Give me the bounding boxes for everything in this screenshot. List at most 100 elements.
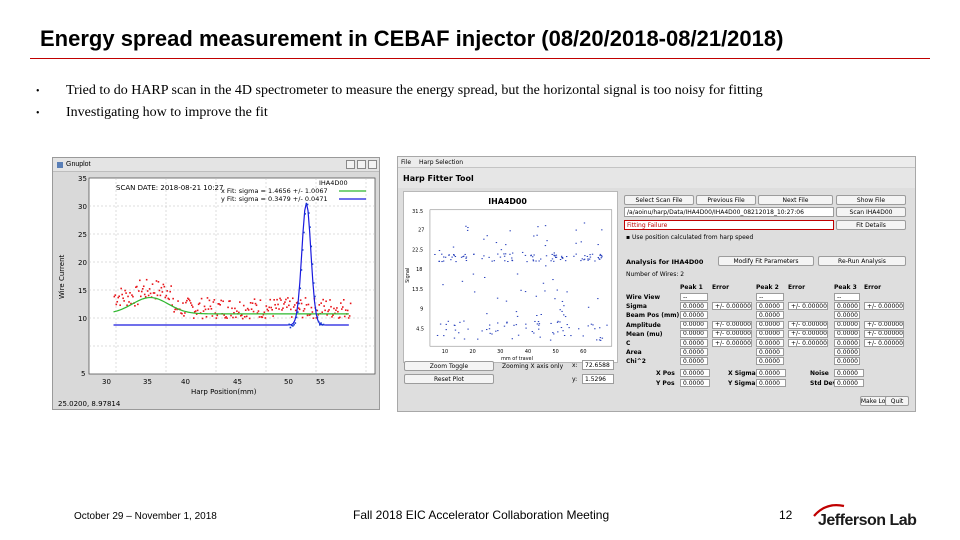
modify-fit-parameters-button[interactable]: Modify Fit Parameters [718,256,814,266]
x-scan-point [287,297,289,299]
x-scan-point [180,312,182,314]
x-scan-point [301,316,304,319]
y-tick-label: 10 [78,315,87,323]
harp-signal-point [599,339,602,341]
harp-signal-point [598,339,601,341]
x-scan-point [312,317,315,319]
harp-signal-point [453,337,456,339]
x-scan-point [129,292,131,294]
harp-signal-point [537,321,540,323]
file-path-field[interactable]: /a/aoinu/harp/Data/IHA4D00/IHA4D00_08212… [624,207,834,217]
harp-signal-point [575,242,577,244]
harp-signal-point [566,324,568,326]
menu-harp-selection[interactable]: Harp Selection [419,158,464,166]
y-scan-point [296,311,299,313]
harp-signal-point [540,258,542,260]
harp-signal-point [599,255,601,257]
select-scan-file-button[interactable]: Select Scan File [624,195,694,205]
y-tick-label: 5 [81,370,85,378]
x-scan-point [131,294,133,296]
harp-signal-point [483,238,485,240]
harp-signal-point [594,260,596,262]
x-scan-point [119,304,121,307]
x-scan-point [135,286,137,289]
x-scan-point [123,300,125,302]
harp-signal-point [454,256,457,258]
harp-signal-point [506,322,508,324]
x-scan-point [132,295,134,298]
menu-file[interactable]: File [401,158,412,166]
harp-signal-point [563,314,565,316]
x-scan-point [244,309,247,311]
y-scan-point [312,282,315,284]
harp-signal-point [550,322,552,324]
x-scan-point [148,288,151,290]
x-scan-point [259,299,262,301]
harp-signal-point [565,256,568,258]
summary-label: Y Sigma [728,380,756,387]
x-scan-point [304,297,307,299]
harp-signal-point [536,323,539,325]
gnuplot-window-title: Gnuplot [66,161,91,168]
x-scan-point [139,295,142,298]
reset-plot-button[interactable]: Reset Plot [404,374,494,384]
fit-details-button[interactable]: Fit Details [836,220,906,230]
x-scan-point [146,290,149,292]
harp-signal-point [530,255,532,257]
x-scan-point [341,306,344,308]
x-scan-point [126,304,128,307]
y-fit-curve [113,202,349,326]
harp-signal-point [454,329,457,331]
x-scan-point [348,315,351,317]
harp-signal-point [452,246,455,248]
harp-signal-point [463,255,465,257]
harp-signal-point [495,242,498,244]
x-scan-point [130,302,132,305]
harp-signal-point [455,261,457,263]
x-scan-point [194,310,197,312]
harp-signal-point [434,253,436,255]
show-file-button[interactable]: Show File [836,195,906,205]
zoom-status-text: Zooming X axis only [502,363,564,370]
harp-signal-point [539,336,541,338]
x-scan-point [216,314,219,317]
harp-signal-point [506,321,508,323]
analysis-cell: 0.0000 [756,357,784,366]
harp-signal-point [544,290,546,292]
scan-iha-button[interactable]: Scan IHA4D00 [836,207,906,217]
x-scan-point [324,309,326,312]
x-scan-point [283,303,285,305]
harp-signal-point [465,225,467,227]
harp-signal-point [561,257,563,259]
analysis-title: Analysis for IHA4D00 [626,258,704,266]
next-file-button[interactable]: Next File [758,195,833,205]
analysis-cell: 0.0000 [834,357,860,366]
analysis-cell: 0.0000 [680,329,708,338]
quit-button[interactable]: Quit [885,396,909,406]
harp-signal-point [553,333,555,335]
option-checkbox[interactable]: ▪ [626,234,632,241]
y-scan-point [311,263,314,265]
harp-signal-point [459,321,461,323]
x-scan-point [338,317,340,319]
harp-signal-point [500,249,503,251]
summary-label: Y Pos [656,380,675,387]
x-scan-point [206,297,209,299]
zoom-toggle-button[interactable]: Zoom Toggle [404,361,494,371]
x-scan-point [303,308,306,310]
y-scan-point [310,245,313,248]
harp-signal-point [542,282,545,284]
harp-signal-point [555,254,558,256]
harp-signal-point [555,257,557,258]
harp-signal-point [546,240,548,242]
legend-fit-y: y Fit: sigma = 0.3479 +/- 0.0471 [221,195,328,203]
x-scan-point [189,299,191,302]
previous-file-button[interactable]: Previous File [696,195,756,205]
harp-signal-point [564,316,567,318]
harp-signal-point [606,324,608,326]
x-scan-point [219,304,222,306]
x-scan-point [192,317,195,319]
re-run-analysis-button[interactable]: Re-Run Analysis [818,256,906,266]
analysis-cell: 0.0000 [756,329,784,338]
x-scan-point [143,293,146,296]
